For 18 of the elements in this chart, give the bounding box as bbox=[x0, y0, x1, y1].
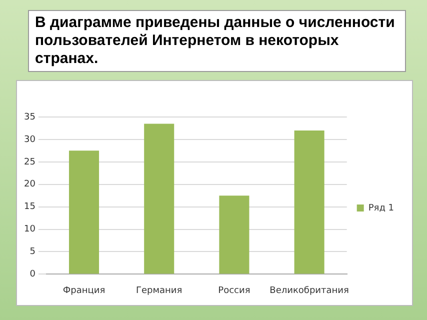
y-tick-label: 10 bbox=[24, 224, 36, 235]
x-tick-label: Франция bbox=[62, 286, 106, 296]
y-tick-label: 0 bbox=[30, 270, 36, 280]
bar bbox=[294, 130, 324, 274]
y-tick-label: 25 bbox=[24, 157, 36, 168]
legend-label: Ряд 1 bbox=[368, 203, 394, 214]
bar bbox=[144, 124, 174, 274]
x-tick-label: Россия bbox=[218, 286, 250, 296]
bar bbox=[68, 150, 100, 274]
y-tick-label: 5 bbox=[30, 247, 36, 258]
y-tick-label: 15 bbox=[24, 202, 36, 212]
bar bbox=[219, 196, 250, 274]
y-tick-label: 30 bbox=[24, 134, 36, 145]
chart-title: В диаграмме приведены данные о численности пользователей Интернетом в некоторых странах. bbox=[28, 10, 406, 72]
y-tick-label: 35 bbox=[24, 112, 36, 122]
x-tick-label: Великобритания bbox=[270, 286, 349, 296]
x-tick-label: Германия bbox=[136, 286, 182, 296]
y-tick-label: 20 bbox=[24, 180, 36, 190]
